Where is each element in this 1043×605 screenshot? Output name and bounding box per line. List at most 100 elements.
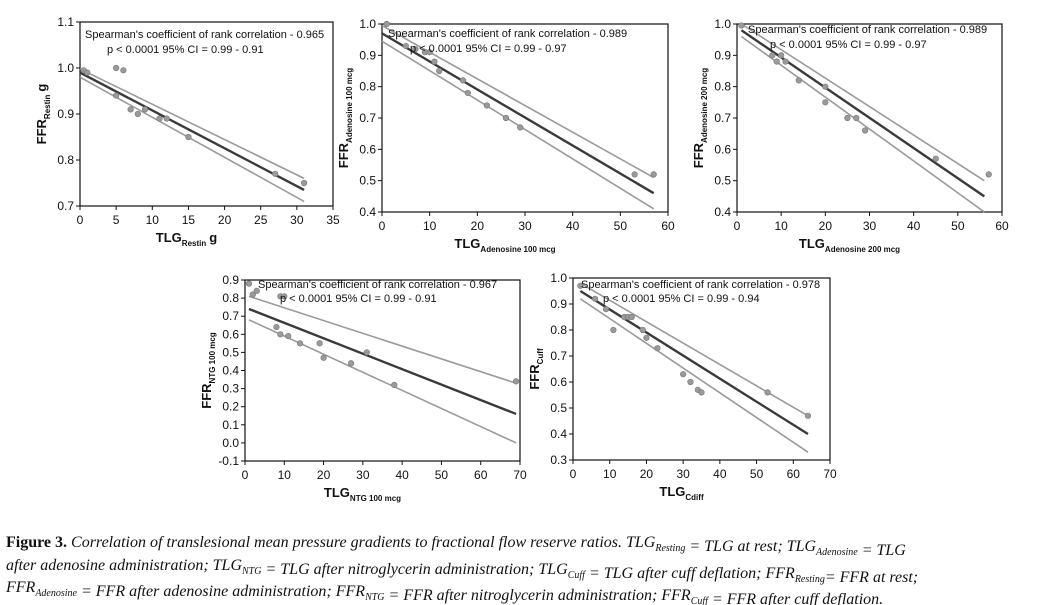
x-tick-label: 15 <box>182 213 196 227</box>
x-tick-label: 50 <box>750 467 764 481</box>
data-point <box>273 323 280 331</box>
y-tick-label: 0.5 <box>550 401 567 415</box>
x-tick-label: 50 <box>435 468 449 482</box>
correlation-annotation: Spearman's coefficient of rank correlati… <box>388 28 627 40</box>
ci-lower-line <box>381 40 655 210</box>
data-point <box>853 114 860 122</box>
y-tick-label: 0.6 <box>359 142 376 156</box>
x-axis-label: TLGRestin g <box>156 230 217 248</box>
x-tick-label: 20 <box>317 468 331 482</box>
y-tick-label: 0.5 <box>714 174 731 188</box>
data-point <box>134 110 141 118</box>
data-point <box>383 20 390 28</box>
caption-text: = FFR at rest; <box>825 569 918 586</box>
data-point <box>163 115 170 122</box>
data-point <box>773 58 780 65</box>
data-point <box>650 171 657 178</box>
caption-text: = TLG <box>858 542 907 559</box>
data-point <box>804 412 812 419</box>
y-axis-label-sub: Cuff <box>536 348 545 364</box>
x-tick-label: 60 <box>787 467 801 481</box>
y-tick-label: 0.9 <box>222 273 239 287</box>
caption-text: = TLG at rest; TLG <box>685 538 816 555</box>
y-axis-label-main: FFR <box>691 142 706 168</box>
data-point <box>113 64 120 72</box>
y-axis-label-main: FFR <box>199 383 214 409</box>
regression-line <box>79 71 305 191</box>
data-point <box>363 349 370 356</box>
caption-subscript: NTG <box>241 566 261 577</box>
data-point <box>84 69 91 76</box>
caption-text: = TLG after nitroglycerin administration… <box>261 561 568 578</box>
data-point <box>610 326 617 334</box>
data-point <box>512 378 520 385</box>
y-tick-label: 0.4 <box>714 205 731 219</box>
caption-text: = FFR after cuff deflation. <box>708 591 883 605</box>
y-tick-label: 0.4 <box>359 205 376 219</box>
plot-p2: 0 10 20 30 40 50 60 0.4 0.5 0.6 0.7 0.8 0.9 1.0 Spearm… <box>336 17 675 254</box>
x-tick-label: 70 <box>823 467 837 481</box>
caption-subscript: Cuff <box>568 570 586 581</box>
y-tick-label: 0.6 <box>222 327 239 341</box>
y-tick-label: 0.8 <box>222 291 239 305</box>
y-tick-label: 0.4 <box>222 364 239 378</box>
data-point <box>822 83 829 90</box>
data-point <box>654 345 661 352</box>
y-tick-label: 0.1 <box>222 418 239 432</box>
x-axis-label-sub: NTG 100 mcg <box>350 494 401 503</box>
y-tick-label: 0.8 <box>57 153 74 167</box>
x-tick-label: 70 <box>513 468 527 482</box>
data-point <box>687 378 694 386</box>
correlation-annotation: Spearman's coefficient of rank correlati… <box>748 24 987 36</box>
data-point <box>698 389 705 396</box>
plot-p5: 0 10 20 30 40 50 60 70 0.3 0.4 0.5 0.6 0.7 0.8 0.9 1.0 S… <box>527 271 837 502</box>
ci-upper-line <box>79 68 305 180</box>
y-tick-label: 0.7 <box>222 309 239 323</box>
y-axis-label-sub: Adenosine 200 mcg <box>700 68 709 143</box>
x-tick-label: 0 <box>570 467 577 481</box>
y-axis-label-main: FFR <box>336 142 351 168</box>
ci-lower-line <box>740 35 985 213</box>
x-axis-label-sub: Adenosine 200 mcg <box>825 245 900 254</box>
plot-p4: 0 10 20 30 40 50 60 70 -0.1 0.0 0.1 0.2 0.3 0.4 0.5 0.6… <box>199 273 527 503</box>
x-tick-label: 40 <box>395 468 409 482</box>
y-axis-label: FFRCuff <box>527 348 545 390</box>
plot-frame <box>572 277 831 461</box>
data-point <box>185 133 192 141</box>
caption-text: = TLG after cuff deflation; FFR <box>585 565 795 582</box>
data-point <box>156 115 163 122</box>
data-point <box>764 389 771 396</box>
y-axis-label: FFRAdenosine 200 mcg <box>691 68 709 169</box>
y-tick-label: 0.2 <box>222 400 239 414</box>
x-tick-label: 30 <box>518 219 532 233</box>
y-tick-label: 0.4 <box>550 427 567 441</box>
y-axis-label: FFRRestin g <box>34 84 52 145</box>
caption-text: = FFR after nitroglycerin administration… <box>385 587 691 604</box>
x-tick-label: 20 <box>819 219 833 233</box>
data-point <box>272 170 279 177</box>
caption-line3: FFRAdenosine = FFR after adenosine admin… <box>5 579 883 605</box>
y-tick-label: 0.9 <box>714 48 731 62</box>
y-tick-label: -0.1 <box>218 454 239 468</box>
data-point <box>300 179 308 187</box>
significance-annotation: p < 0.0001 95% CI = 0.99 - 0.94 <box>603 293 760 305</box>
data-point <box>459 77 467 84</box>
y-axis-label-sub: Adenosine 100 mcg <box>345 68 354 143</box>
x-tick-label: 5 <box>113 213 120 227</box>
regression-line <box>248 307 517 416</box>
caption-text: FFR <box>5 579 36 596</box>
y-tick-label: 1.0 <box>57 61 74 75</box>
x-axis-label: TLGCdiff <box>659 484 704 502</box>
data-point <box>253 287 260 294</box>
data-point <box>412 45 419 53</box>
data-point <box>281 293 288 300</box>
x-tick-label: 10 <box>423 219 437 233</box>
x-tick-label: 20 <box>471 219 485 233</box>
y-tick-label: 0.5 <box>359 174 376 188</box>
correlation-annotation: Spearman's coefficient of rank correlati… <box>581 279 820 291</box>
y-tick-label: 0.8 <box>550 323 567 337</box>
figure-caption: Figure 3. Correlation of translesional m… <box>5 534 918 605</box>
x-axis-label: TLGAdenosine 200 mcg <box>799 236 900 254</box>
caption-subscript: Resting <box>654 543 685 554</box>
caption-subscript: Resting <box>794 574 825 585</box>
